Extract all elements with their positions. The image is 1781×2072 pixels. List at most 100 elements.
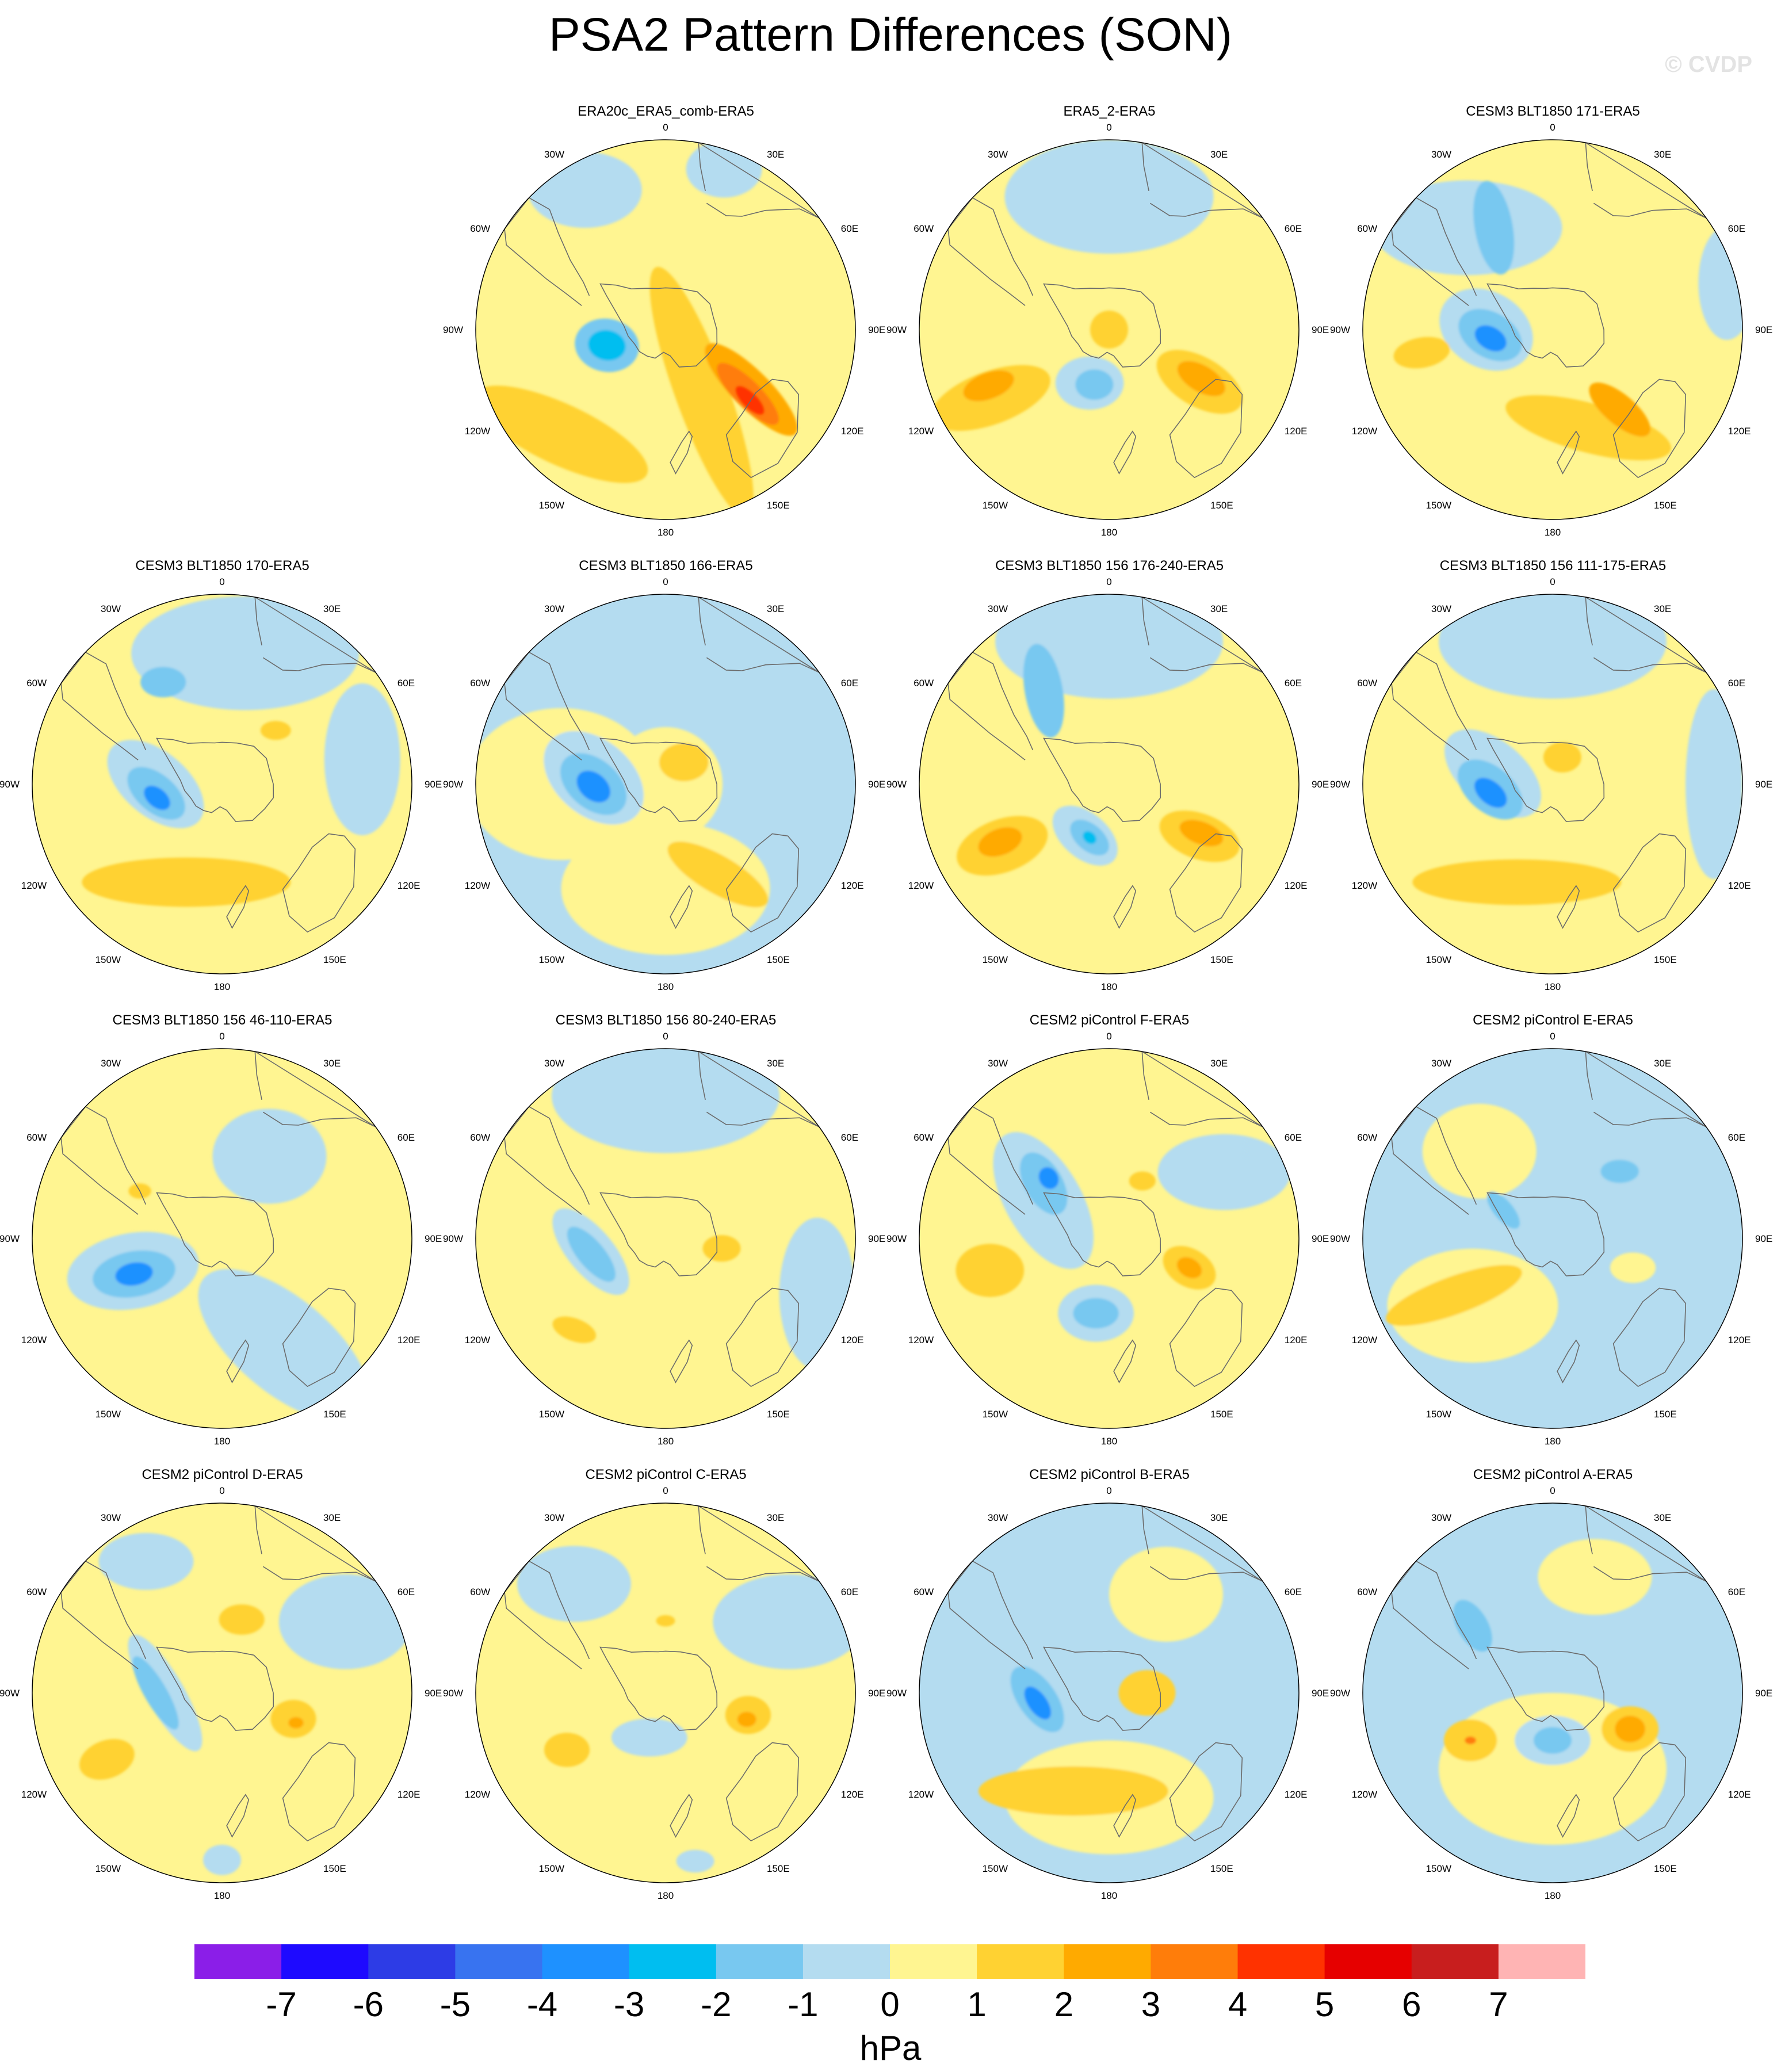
longitude-label: 30E (323, 1512, 341, 1523)
polar-map: 0 30E 60E 90E 120E 150E 180 150W 120W 90W 60W 30W (887, 576, 1329, 992)
map-border (1362, 139, 1743, 520)
longitude-label: 120E (1728, 426, 1751, 437)
new-zealand-coastline (670, 430, 693, 475)
south-america-coastline (60, 1560, 147, 1669)
australia-coastline (725, 833, 800, 933)
contour-region (1600, 1160, 1639, 1183)
map-border (475, 139, 856, 520)
contour-region (656, 1615, 675, 1627)
colorbar-segment (1064, 1944, 1151, 1979)
longitude-label: 120W (465, 426, 490, 437)
panel-title: ERA5_2-ERA5 (1063, 104, 1156, 119)
longitude-label: 60W (26, 1132, 47, 1143)
colorbar-tick-label: -3 (613, 1985, 645, 2024)
contour-region (611, 1718, 687, 1757)
longitude-label: 150E (323, 954, 346, 965)
longitude-label: 30E (323, 603, 341, 614)
contour-region (260, 721, 291, 740)
contour-region (735, 385, 765, 415)
longitude-label: 150E (1210, 500, 1233, 511)
map-border (475, 594, 856, 974)
africa-coastline (698, 596, 820, 673)
longitude-label: 120W (908, 426, 934, 437)
longitude-label: 60W (1357, 1132, 1377, 1143)
australia-coastline (1169, 1287, 1243, 1387)
longitude-label: 30E (1210, 149, 1228, 160)
south-america-coastline (1391, 1106, 1477, 1215)
map-border (32, 594, 412, 974)
polar-map: 0 30E 60E 90E 120E 150E 180 150W 120W 90W 60W 30W (887, 1485, 1329, 1901)
longitude-label: 90E (1312, 1688, 1329, 1699)
longitude-label: 90W (444, 779, 463, 790)
longitude-label: 60E (1285, 678, 1302, 689)
africa-coastline (1585, 1050, 1707, 1127)
longitude-label: 180 (1545, 1890, 1561, 1901)
watermark: © CVDP (1665, 52, 1752, 77)
panel-title: CESM2 piControl B-ERA5 (1029, 1467, 1190, 1482)
panel-title: CESM3 BLT1850 171-ERA5 (1466, 104, 1640, 119)
new-zealand-coastline (1113, 1339, 1137, 1383)
contour-region (1004, 140, 1214, 254)
contour-region (1023, 644, 1064, 738)
colorbar-segment (890, 1944, 977, 1979)
map-panel: CESM2 piControl D-ERA5 0 30E 60E 90E 120E 150E… (0, 1467, 445, 1921)
map-panel: ERA20c_ERA5_comb-ERA5 0 30E 60E 90E 120E 150E 1… (444, 104, 888, 558)
longitude-label: 60E (1285, 223, 1302, 234)
contour-region (1474, 325, 1507, 351)
longitude-label: 90W (444, 1688, 463, 1699)
longitude-label: 180 (658, 527, 674, 538)
longitude-label: 90W (444, 324, 463, 335)
longitude-label: 0 (1106, 1031, 1111, 1042)
south-america-coastline (504, 651, 590, 760)
contour-region (98, 1532, 194, 1590)
longitude-label: 120W (1352, 1335, 1377, 1345)
south-america-coastline (947, 1560, 1034, 1669)
longitude-label: 90E (1755, 779, 1772, 790)
longitude-label: 60E (841, 1132, 858, 1143)
contour-region (144, 785, 170, 811)
longitude-label: 90E (868, 1688, 885, 1699)
australia-coastline (282, 1287, 356, 1387)
longitude-label: 150W (1426, 1409, 1451, 1420)
map-border (1362, 1048, 1743, 1429)
longitude-label: 0 (219, 1031, 224, 1042)
australia-coastline (1169, 833, 1243, 933)
antarctica-coastline (156, 1192, 274, 1276)
new-zealand-coastline (1557, 1794, 1580, 1838)
new-zealand-coastline (670, 1339, 693, 1383)
contour-region (203, 1845, 241, 1875)
longitude-label: 60W (914, 1132, 934, 1143)
longitude-label: 60W (1357, 678, 1377, 689)
contour-region (567, 1226, 616, 1282)
contour-region (1453, 1600, 1492, 1652)
longitude-label: 120W (465, 880, 490, 891)
longitude-label: 0 (1106, 576, 1111, 587)
polar-map: 0 30E 60E 90E 120E 150E 180 150W 120W 90W 60W 30W (0, 1485, 442, 1901)
contour-region (198, 1269, 370, 1422)
colorbar-segment (1151, 1944, 1238, 1979)
colorbar-segment (368, 1944, 456, 1979)
panel-title: CESM3 BLT1850 156 46-110-ERA5 (112, 1012, 332, 1028)
new-zealand-coastline (226, 1339, 250, 1383)
longitude-label: 120E (1285, 1335, 1308, 1345)
map-panel: CESM3 BLT1850 156 176-240-ERA5 0 30E 60E 90E… (887, 558, 1332, 1012)
longitude-label: 120E (841, 1335, 864, 1345)
longitude-label: 0 (219, 1485, 224, 1496)
colorbar-tick-label: -1 (788, 1985, 819, 2024)
panel-title: CESM3 BLT1850 156 80-240-ERA5 (555, 1012, 777, 1028)
longitude-label: 30W (1431, 603, 1451, 614)
longitude-label: 60E (398, 1587, 415, 1597)
africa-coastline (1141, 596, 1263, 673)
longitude-label: 30W (1431, 1512, 1451, 1523)
map-border (475, 1048, 856, 1429)
polar-map: 0 30E 60E 90E 120E 150E 180 150W 120W 90W 60W 30W (1331, 576, 1772, 992)
longitude-label: 150W (983, 1409, 1008, 1420)
africa-coastline (254, 1050, 376, 1127)
contour-region (82, 857, 291, 907)
antarctica-coastline (1486, 1192, 1605, 1276)
longitude-label: 60W (470, 678, 490, 689)
longitude-label: 120E (1285, 1789, 1308, 1800)
longitude-label: 0 (1106, 1485, 1111, 1496)
longitude-label: 180 (1101, 1890, 1117, 1901)
colorbar-tick-label: 3 (1141, 1985, 1161, 2024)
